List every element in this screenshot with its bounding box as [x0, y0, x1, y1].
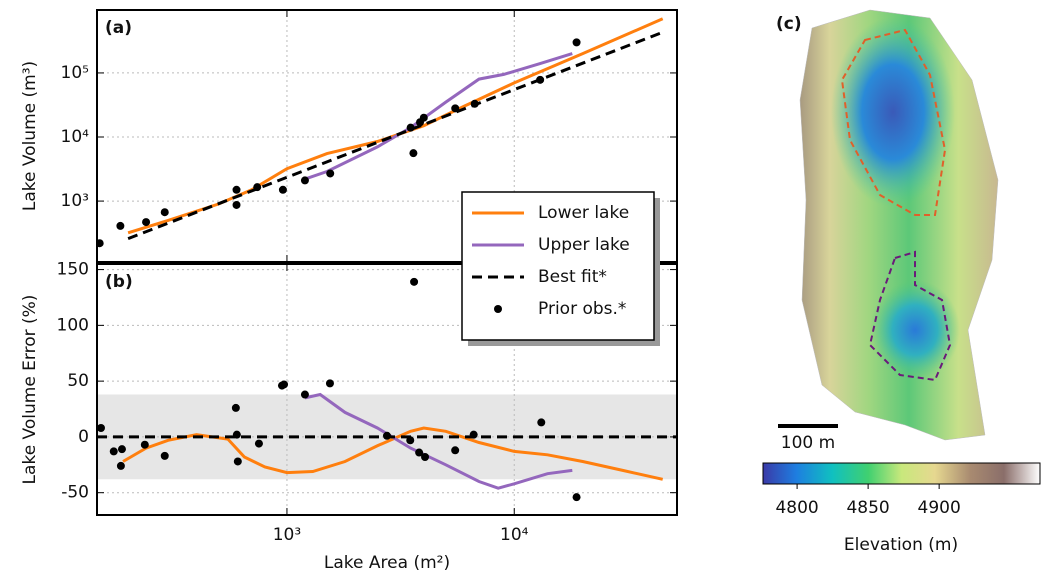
- y-tick-label: 50: [67, 371, 89, 391]
- colorbar: [763, 463, 1040, 484]
- y-axis-label: Lake Volume (m³): [20, 61, 40, 211]
- legend-label: Prior obs.*: [538, 299, 626, 319]
- panel-label: (b): [105, 272, 133, 292]
- data-point: [279, 186, 287, 194]
- legend: Lower lake Upper lake Best fit* Prior obs.*: [462, 192, 660, 346]
- legend-label: Lower lake: [538, 203, 629, 223]
- data-point: [573, 493, 581, 501]
- data-point: [301, 176, 309, 184]
- panel-label: (a): [105, 18, 132, 38]
- y-tick-label: 150: [57, 260, 89, 280]
- data-point: [141, 441, 149, 449]
- data-point: [421, 453, 429, 461]
- data-point: [407, 124, 415, 132]
- data-point: [233, 431, 241, 439]
- y-tick-label: -50: [61, 483, 89, 503]
- data-point: [536, 76, 544, 84]
- data-point: [116, 222, 124, 230]
- colorbar-label: Elevation (m): [844, 535, 958, 555]
- y-tick-label: 10³: [61, 191, 89, 211]
- data-point: [451, 446, 459, 454]
- data-point: [255, 440, 263, 448]
- data-point: [470, 431, 478, 439]
- y-tick-label: 100: [57, 315, 89, 335]
- figure: 10³ 10⁴ 10⁵ (a) Lake Volume (m³) 10³ 10⁴ -50 0 50…: [0, 0, 1044, 577]
- panel-label: (c): [776, 14, 802, 34]
- data-point: [117, 462, 125, 470]
- series-line: [305, 54, 572, 180]
- legend-label: Upper lake: [538, 235, 630, 255]
- x-axis-label: Lake Area (m²): [324, 553, 450, 573]
- data-point: [406, 436, 414, 444]
- data-point: [301, 391, 309, 399]
- colorbar-tick-label: 4800: [775, 498, 818, 518]
- legend-label: Best fit*: [538, 267, 607, 287]
- data-point: [420, 114, 428, 122]
- scale-bar-label: 100 m: [781, 433, 835, 453]
- data-point: [471, 100, 479, 108]
- colorbar-tick-label: 4900: [918, 498, 961, 518]
- data-point: [326, 379, 334, 387]
- data-point: [573, 38, 581, 46]
- data-point: [233, 201, 241, 209]
- data-point: [161, 208, 169, 216]
- x-tick-label: 10⁴: [500, 525, 529, 545]
- map: [778, 10, 998, 440]
- data-point: [451, 104, 459, 112]
- data-point: [232, 404, 240, 412]
- y-axis-label: Lake Volume Error (%): [20, 295, 40, 485]
- y-tick-label: 0: [78, 427, 89, 447]
- data-point: [142, 218, 150, 226]
- data-point: [409, 149, 417, 157]
- data-point: [97, 424, 105, 432]
- colorbar-tick-label: 4850: [846, 498, 889, 518]
- data-point: [161, 452, 169, 460]
- data-point: [253, 183, 261, 191]
- data-point: [410, 278, 418, 286]
- data-point: [110, 447, 118, 455]
- data-point: [118, 445, 126, 453]
- y-tick-label: 10⁴: [61, 127, 90, 147]
- y-tick-label: 10⁵: [61, 63, 89, 83]
- data-point: [537, 418, 545, 426]
- x-tick-label: 10³: [273, 525, 301, 545]
- data-point: [280, 380, 288, 388]
- data-point: [233, 186, 241, 194]
- data-point: [383, 432, 391, 440]
- legend-marker: [494, 305, 502, 313]
- data-point: [326, 169, 334, 177]
- data-point: [234, 457, 242, 465]
